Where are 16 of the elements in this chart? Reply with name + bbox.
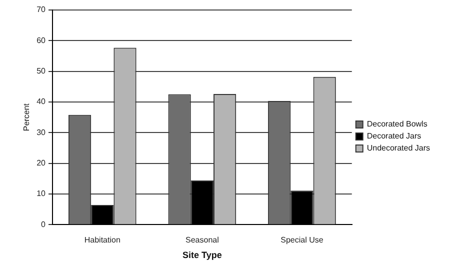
- y-tick-label: 50: [36, 66, 46, 76]
- y-tick-label: 20: [36, 158, 46, 168]
- legend-label: Undecorated Jars: [366, 144, 430, 153]
- x-tick-label: Seasonal: [185, 236, 220, 245]
- y-tick-label: 0: [41, 220, 46, 229]
- y-tick-label: 40: [36, 97, 46, 106]
- x-tick-label: Habitation: [84, 236, 120, 245]
- y-tick-label: 30: [36, 128, 46, 137]
- x-tick-label: Special Use: [280, 236, 324, 245]
- y-tick-label: 10: [36, 189, 46, 198]
- legend-label: Decorated Jars: [366, 132, 422, 141]
- y-tick-label: 60: [36, 36, 46, 45]
- y-tick-label: 70: [36, 5, 46, 14]
- y-axis-title: Percent: [22, 102, 32, 132]
- x-axis-title: Site Type: [182, 250, 222, 260]
- legend-label: Decorated Bowls: [366, 120, 428, 129]
